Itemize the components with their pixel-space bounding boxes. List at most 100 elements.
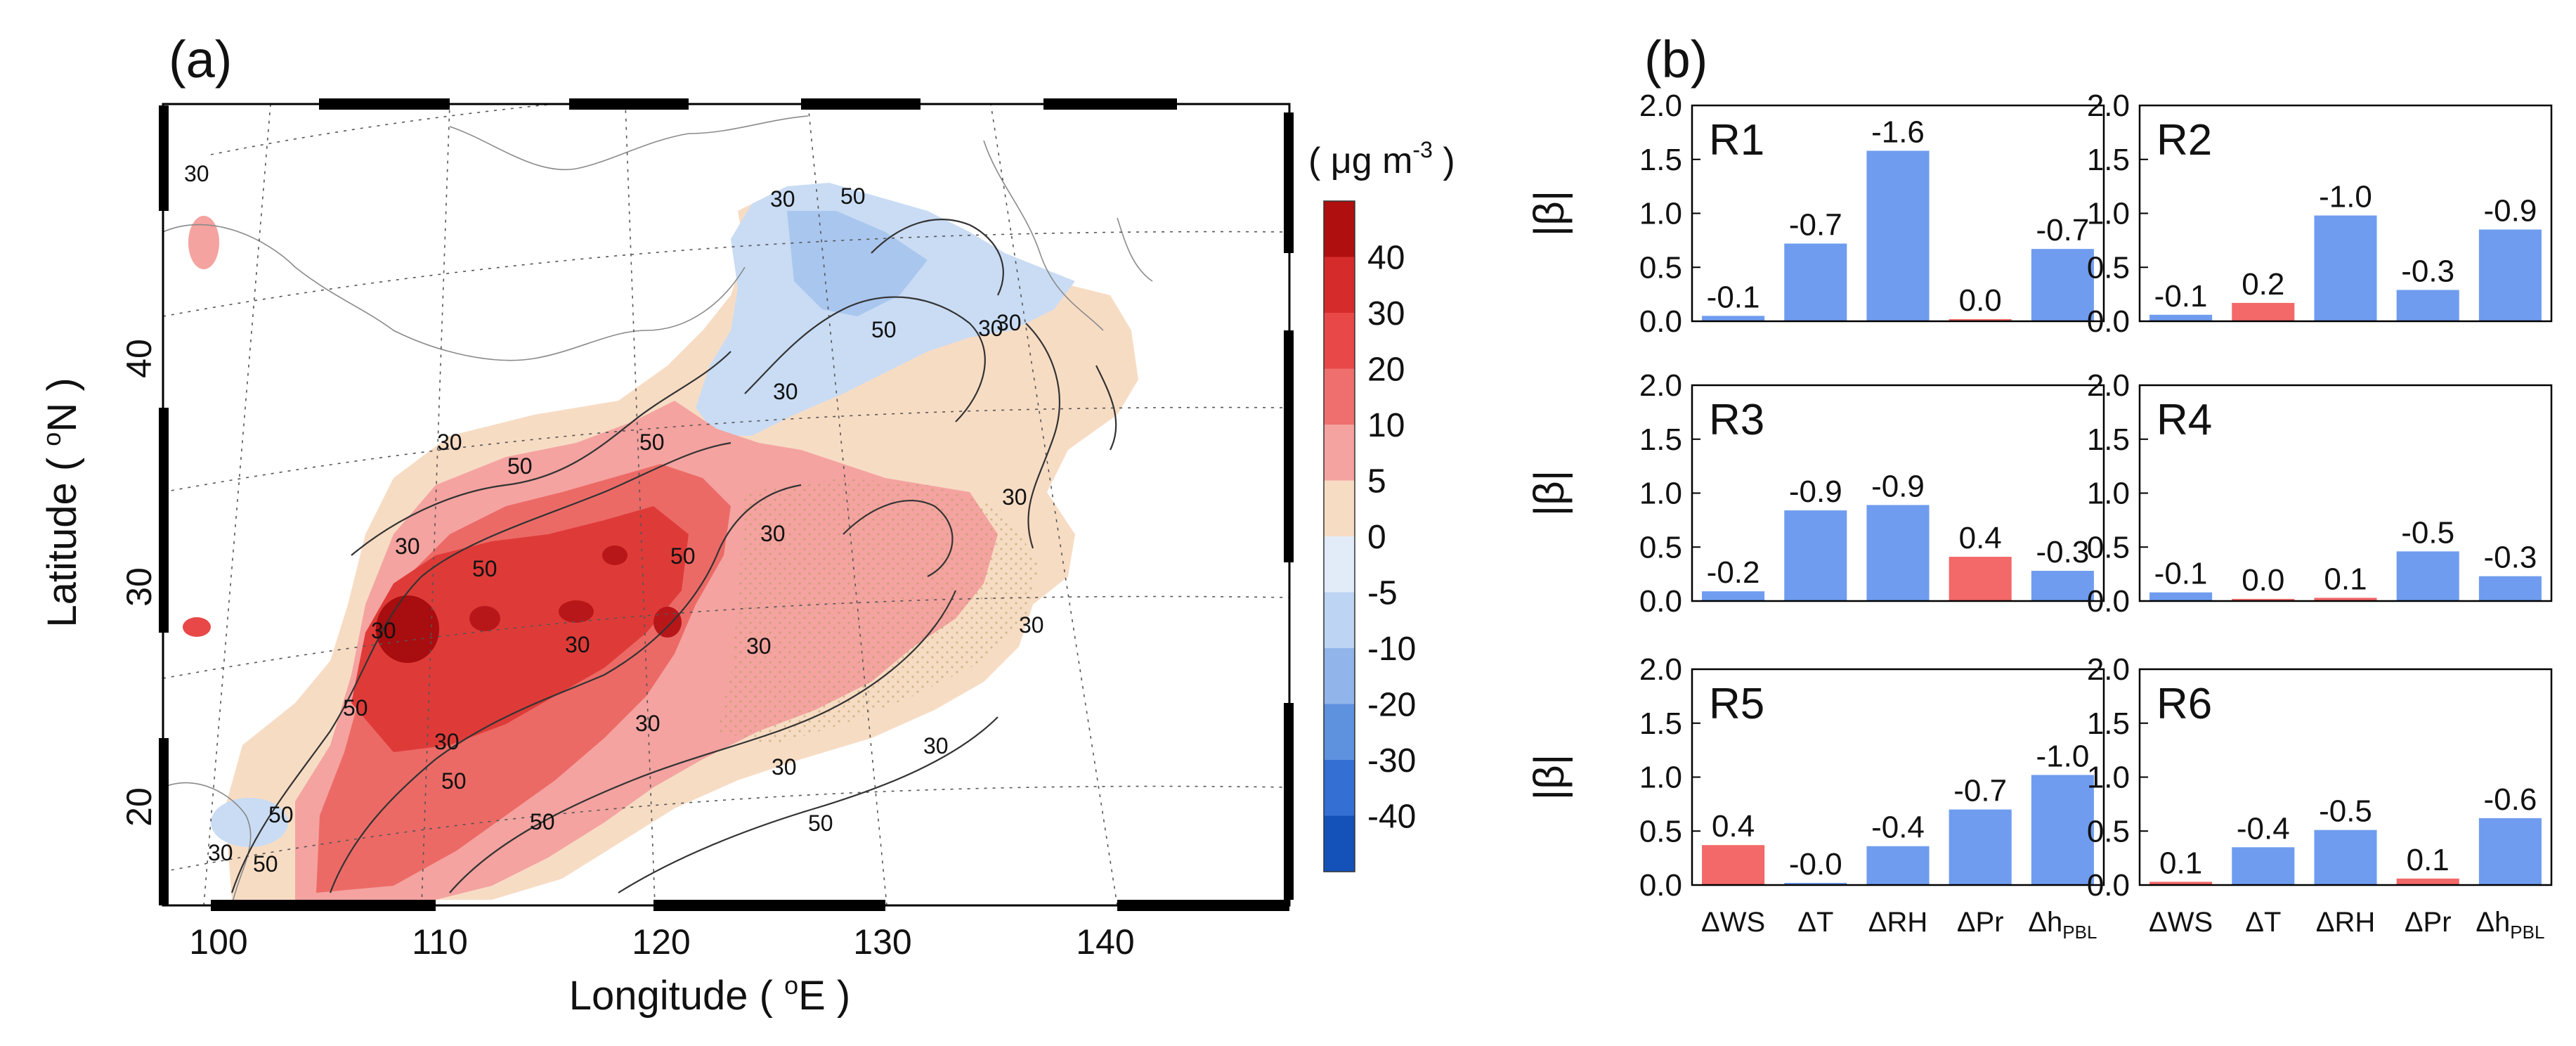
category-label: ΔWS [1701,907,1765,938]
bar-value-label: -0.9 [1789,474,1842,509]
y-tick-label: 1.5 [2087,422,2130,457]
bar-value-label: -0.2 [1707,555,1760,590]
bar-value-label: -0.5 [2401,515,2454,550]
contour-label: 50 [343,695,368,721]
contour-label: 30 [773,379,798,404]
bar [1866,505,1930,601]
bar-panel-r2: 0.0 0.5 1.0 1.5 2.0 R2 -0.1 0.2 -1.0 -0.3 -0.9 [2087,89,2553,339]
region-label: R3 [1709,396,1764,444]
bar [1702,316,1765,321]
y-axis-title: Latitude ( oN ) [37,377,85,627]
bar [2149,314,2213,321]
x-tick-label: 140 [1076,922,1134,962]
map-frame [159,98,1294,911]
colorbar-swatch [1324,313,1355,369]
category-label: ΔWS [2149,907,2213,938]
coastlines [163,115,1153,905]
bar [2396,290,2459,321]
y-tick-label: 1.5 [2087,706,2130,741]
y-tick-label: 1.0 [1639,197,1682,231]
y-tick-label: 2.0 [1639,652,1682,687]
colorbar-swatch [1324,257,1355,314]
category-label: ΔPr [2405,907,2452,938]
bar-value-label: -0.4 [1871,811,1925,845]
patch-w2 [183,617,211,637]
y-tick-label: 0.0 [1639,304,1682,339]
category-label: ΔPr [1957,907,2004,938]
region-red-strong [351,506,689,752]
y-tick-label: 1.0 [2087,197,2130,231]
bar [2031,775,2094,885]
y-tick-label: 2.0 [2087,652,2130,687]
contour-label: 30 [978,316,1003,341]
contour-label: 50 [808,811,833,836]
colorbar-swatch [1324,536,1355,593]
y-tick-label: 1.0 [1639,761,1682,795]
bar [2478,576,2542,601]
bar-value-label: -0.9 [1871,469,1925,503]
colorbar-tick-label: 30 [1367,295,1405,332]
panel-frame [1691,668,2105,886]
bar-panel-r6: 0.0 0.5 1.0 1.5 2.0 R6 0.1 -0.4 -0.5 0.1 -0.6 ΔWS ΔT… [2087,652,2553,943]
bar [2031,249,2094,321]
region-label: R2 [2157,116,2212,164]
hotspot-5 [602,545,627,565]
bar-value-label: 0.2 [2242,267,2284,302]
contour-label: 50 [253,851,278,877]
region-label: R5 [1709,680,1764,728]
contour-label: 30 [772,754,797,780]
graticule [163,104,1289,905]
contour-label: 30 [565,632,590,657]
y-tick-label: 2.0 [2087,368,2130,403]
contours [230,219,1117,893]
bar-panel-r4: 0.0 0.5 1.0 1.5 2.0 R4 -0.1 0.0 0.1 -0.5 -0.3 [2087,368,2553,619]
bar-value-label: -0.7 [1953,774,2007,808]
x-tick-label: 130 [853,922,911,962]
y-tick-label: 1.0 [2087,761,2130,795]
colorbar-swatch [1324,648,1355,704]
bar-value-label: -0.5 [2319,794,2372,829]
y-tick-label: 1.5 [2087,143,2130,177]
bar [2031,571,2094,601]
bar-panel-r3: 0.0 0.5 1.0 1.5 2.0 |β| R3 -0.2 -0.9 -0.9 0.4 -0.3 [1526,368,2105,619]
panel-b-label: (b) [1644,30,1707,89]
bar-value-label: 0.0 [2242,563,2284,598]
colorbar-swatch [1324,480,1355,537]
y-tick-label: 0.5 [1639,814,1682,848]
panel-frame [1691,384,2105,602]
colorbar-tick-label: -40 [1367,799,1416,836]
bar [1784,510,1847,601]
y-axis-title: |β| [1526,754,1573,801]
hotspot-2 [469,606,500,631]
bar-value-label: -0.3 [2036,535,2089,569]
bar [2478,229,2542,321]
bar [2232,302,2295,321]
contour-label: 50 [530,809,555,834]
contour-label: 30 [760,521,786,546]
y-axis-title: |β| [1526,191,1573,237]
y-tick-label: 1.5 [1639,706,1682,741]
bar [2314,215,2377,321]
y-tick-label: 0.0 [1639,868,1682,903]
contour-label: 30 [923,733,949,758]
colorbar-swatch [1324,592,1355,649]
x-tick-label: 100 [189,922,247,962]
y-tick-label: 1.5 [1639,143,1682,177]
contour-label: 30 [1002,484,1027,510]
category-label: ΔhPBL [2476,907,2544,943]
map-x-ticks: 100 110 120 130 140 [189,922,1134,962]
category-label: ΔT [2245,907,2281,938]
category-label: ΔT [1797,907,1833,938]
bar-value-label: 0.1 [2159,846,2202,880]
bar-panel-r5: 0.0 0.5 1.0 1.5 2.0 |β| R5 0.4 -0.0 -0.4 -0.7 -1.0 Δ… [1526,652,2105,943]
map: 30 50 30 50 30 50 30 50 30 30 50 30 30 5… [163,104,1289,905]
contour-label: 30 [434,729,460,754]
contour-label: 50 [670,543,696,569]
bar [1784,882,1847,885]
map-y-ticks: 20 30 40 [119,339,159,827]
contour-label: 30 [1019,612,1044,638]
region-label: R1 [1709,116,1764,164]
bar [2396,551,2459,601]
y-tick-label: 0.0 [1639,584,1682,619]
